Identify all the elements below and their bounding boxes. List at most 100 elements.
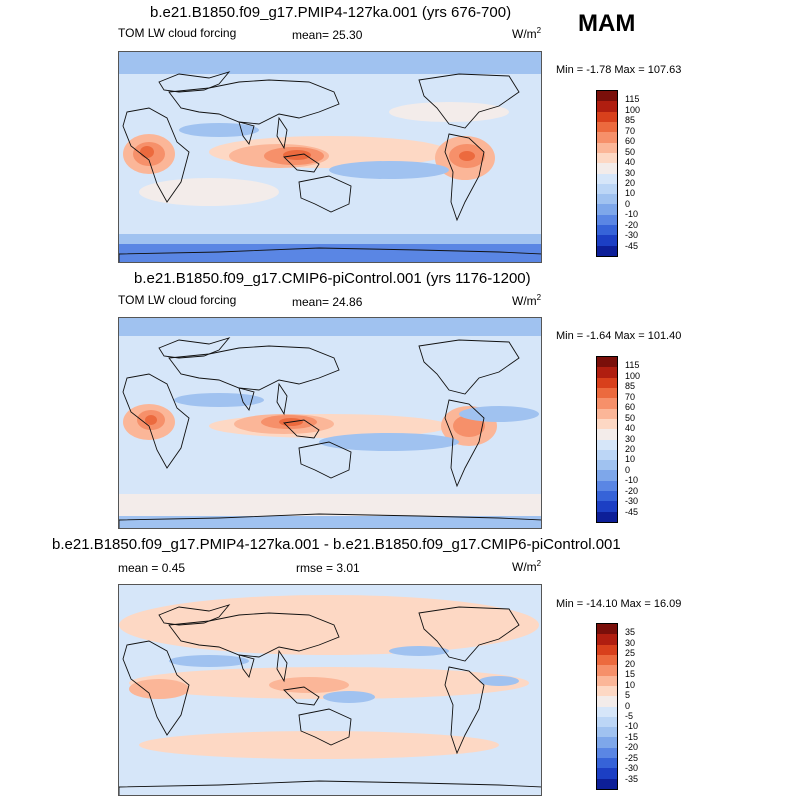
coastline — [238, 654, 255, 679]
contour-region — [119, 595, 539, 655]
colorbar-tick-label: -15 — [625, 731, 639, 742]
colorbar-tick-label: 115 — [625, 94, 640, 105]
contour-region — [323, 691, 375, 703]
coastline — [418, 606, 520, 662]
coastline — [158, 71, 231, 93]
colorbar-swatch — [597, 418, 617, 430]
colorbar-tick-label: 20 — [625, 443, 636, 454]
colorbar-swatch — [597, 91, 617, 102]
colorbar-tick-label: 40 — [625, 157, 636, 168]
colorbar-swatch — [597, 235, 617, 246]
colorbar-tick-label: 30 — [625, 167, 636, 178]
colorbar-swatch — [597, 398, 617, 409]
colorbar-swatch — [597, 727, 617, 738]
colorbar-tick-label: -25 — [625, 752, 639, 763]
coastline — [276, 116, 288, 150]
colorbar-swatch — [597, 408, 617, 419]
colorbar-swatch — [597, 654, 617, 666]
colorbar-tick-label: 20 — [625, 177, 636, 188]
coastline — [122, 107, 190, 203]
contour-region — [169, 655, 249, 667]
panel-2-variable-label: TOM LW cloud forcing — [118, 293, 237, 307]
coastline — [283, 686, 320, 706]
contour-region — [459, 151, 475, 161]
panel-2-map-svg — [119, 318, 541, 528]
coastline — [418, 339, 520, 395]
colorbar-tick-label: 15 — [625, 669, 636, 680]
colorbar-swatch — [597, 685, 617, 697]
colorbar-tick-label: 20 — [625, 658, 636, 669]
colorbar-swatch — [597, 439, 617, 450]
panel-3-mean: mean = 0.45 — [118, 561, 186, 575]
coastline — [168, 79, 340, 125]
colorbar-swatch — [597, 665, 617, 676]
colorbar-swatch — [597, 480, 617, 492]
colorbar-swatch — [597, 357, 617, 368]
panel-1-units: W/m2 — [512, 26, 542, 41]
contour-region — [329, 161, 449, 179]
colorbar-swatch — [597, 225, 617, 236]
colorbar-tick-label: 100 — [625, 370, 641, 381]
colorbar-swatch — [597, 449, 617, 461]
colorbar-swatch — [597, 768, 617, 779]
contour-region — [459, 406, 539, 422]
colorbar-tick-label: -20 — [625, 742, 639, 753]
colorbar-swatch — [597, 747, 617, 759]
colorbar-tick-label: 40 — [625, 423, 636, 434]
colorbar-tick-label: 85 — [625, 381, 636, 392]
colorbar-tick-label: 30 — [625, 433, 636, 444]
colorbar-tick-label: 0 — [625, 700, 631, 711]
colorbar-swatch — [597, 387, 617, 399]
colorbar-swatch — [597, 470, 617, 481]
panel-3-title: b.e21.B1850.f09_g17.PMIP4-127ka.001 - b.… — [52, 536, 621, 553]
contour-region — [140, 146, 154, 158]
contour-region — [119, 516, 541, 528]
colorbar-swatch — [597, 644, 617, 655]
contour-region — [129, 679, 189, 699]
contour-region — [139, 731, 499, 759]
colorbar-tick-label: 10 — [625, 679, 636, 690]
coastline — [158, 337, 231, 359]
colorbar-swatch — [597, 675, 617, 686]
contour-region — [139, 178, 279, 206]
panel-3-rmse: rmse = 3.01 — [296, 561, 360, 575]
colorbar-swatch — [597, 624, 617, 635]
contour-region — [389, 102, 509, 122]
colorbar-tick-label: -10 — [625, 475, 639, 486]
colorbar-tick-label: 70 — [625, 125, 636, 136]
colorbar-tick-label: 60 — [625, 402, 636, 413]
panel-2-minmax: Min = -1.64 Max = 101.40 — [556, 330, 682, 342]
colorbar-swatch — [597, 737, 617, 748]
colorbar-tick-label: 35 — [625, 627, 636, 638]
colorbar-tick-label: -5 — [625, 710, 634, 721]
colorbar-tick-label: 100 — [625, 104, 641, 115]
coastline — [238, 121, 255, 146]
colorbar-swatch — [597, 101, 617, 112]
panel-3-units: W/m2 — [512, 559, 542, 574]
colorbar-tick-label: -20 — [625, 219, 639, 230]
panel-1-colorbar — [596, 90, 618, 257]
colorbar-swatch — [597, 142, 617, 153]
colorbar-swatch — [597, 183, 617, 195]
panel-1-minmax: Min = -1.78 Max = 107.63 — [556, 64, 682, 76]
contour-region — [119, 244, 541, 262]
panel-1-title: b.e21.B1850.f09_g17.PMIP4-127ka.001 (yrs… — [150, 4, 512, 21]
coastline — [444, 666, 485, 755]
colorbar-swatch — [597, 429, 617, 440]
coastline — [122, 640, 190, 736]
colorbar-tick-label: -30 — [625, 230, 639, 241]
coastline — [158, 604, 231, 626]
colorbar-swatch — [597, 716, 617, 728]
colorbar-swatch — [597, 367, 617, 378]
colorbar-swatch — [597, 634, 617, 645]
colorbar-tick-label: 10 — [625, 454, 636, 465]
colorbar-swatch — [597, 706, 617, 717]
season-label: MAM — [578, 10, 636, 37]
colorbar-swatch — [597, 511, 617, 522]
panel-3-minmax: Min = -14.10 Max = 16.09 — [556, 598, 682, 610]
contour-region — [119, 318, 541, 336]
coastline — [119, 247, 541, 262]
coastline — [122, 373, 190, 469]
colorbar-tick-label: 50 — [625, 412, 636, 423]
panel-1-variable-label: TOM LW cloud forcing — [118, 26, 237, 40]
